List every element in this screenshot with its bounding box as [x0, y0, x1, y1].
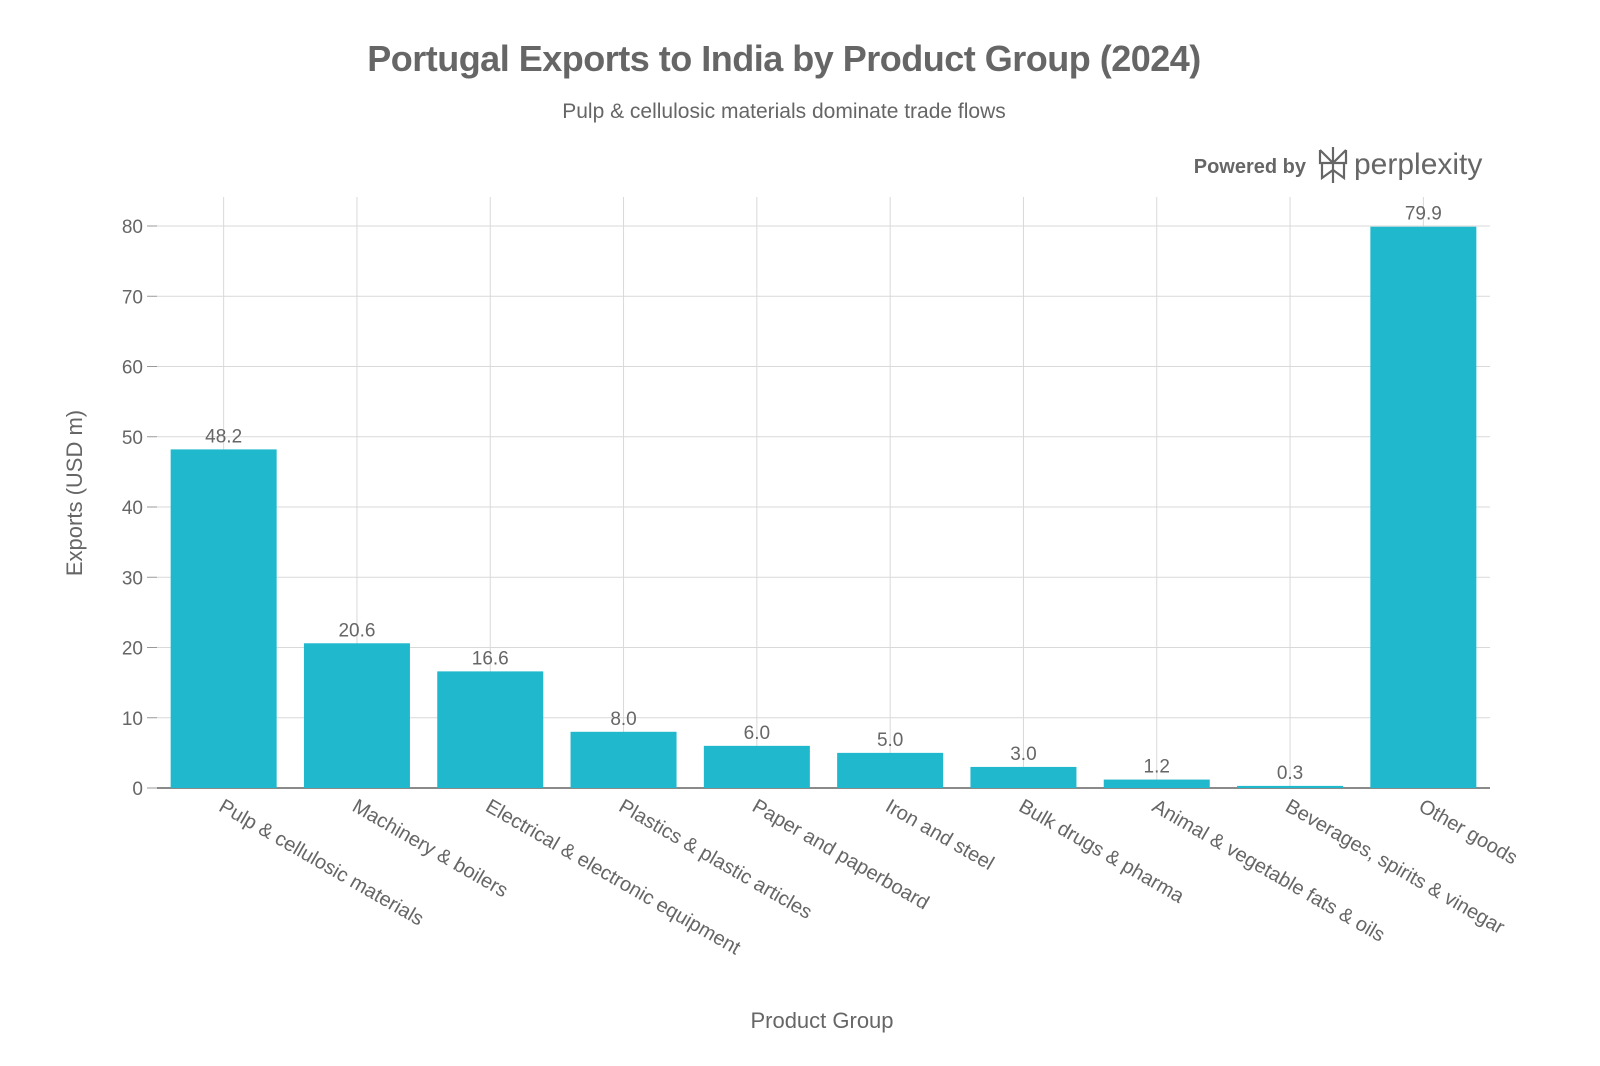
bar — [837, 752, 944, 788]
x-tick-label: Iron and steel — [882, 795, 998, 875]
data-label: 0.3 — [1277, 763, 1303, 784]
bar — [970, 766, 1077, 788]
bar — [703, 745, 810, 788]
bar — [570, 731, 677, 788]
data-label: 79.9 — [1405, 204, 1442, 225]
data-label: 3.0 — [1010, 744, 1036, 765]
chart-subtitle: Pulp & cellulosic materials dominate tra… — [562, 100, 1006, 123]
bar — [1103, 779, 1210, 788]
y-axis-title: Exports (USD m) — [62, 410, 87, 576]
powered-by-branding: Powered by perplexity — [1194, 147, 1482, 183]
y-tick-label: 40 — [122, 498, 143, 519]
x-tick-label: Other goods — [1415, 795, 1521, 869]
x-tick-label: Animal & vegetable fats & oils — [1148, 795, 1388, 946]
bar — [1370, 226, 1477, 788]
data-label: 6.0 — [744, 723, 770, 744]
x-tick-label: Beverages, spirits & vinegar — [1282, 795, 1509, 939]
data-label: 20.6 — [338, 620, 375, 641]
y-tick-label: 80 — [122, 217, 143, 238]
chart-title: Portugal Exports to India by Product Gro… — [367, 38, 1201, 79]
y-tick-label: 60 — [122, 358, 143, 379]
x-axis-title: Product Group — [750, 1008, 893, 1033]
bar — [1237, 785, 1344, 788]
data-label: 1.2 — [1144, 757, 1170, 778]
y-tick-label: 70 — [122, 287, 143, 308]
bar — [170, 449, 277, 788]
x-tick-label: Electrical & electronic equipment — [482, 795, 745, 959]
y-tick-label: 0 — [132, 779, 143, 800]
bar — [437, 671, 544, 788]
y-tick-label: 50 — [122, 428, 143, 449]
bar — [303, 643, 410, 788]
y-tick-label: 20 — [122, 639, 143, 660]
data-label: 16.6 — [472, 648, 509, 669]
perplexity-logo-icon — [1318, 147, 1348, 183]
data-label: 8.0 — [610, 709, 636, 730]
data-label: 5.0 — [877, 730, 903, 751]
perplexity-logo-text: perplexity — [1354, 148, 1482, 181]
data-label: 48.2 — [205, 426, 242, 447]
y-tick-label: 30 — [122, 568, 143, 589]
y-tick-label: 10 — [122, 709, 143, 730]
powered-by-label: Powered by — [1194, 156, 1307, 178]
